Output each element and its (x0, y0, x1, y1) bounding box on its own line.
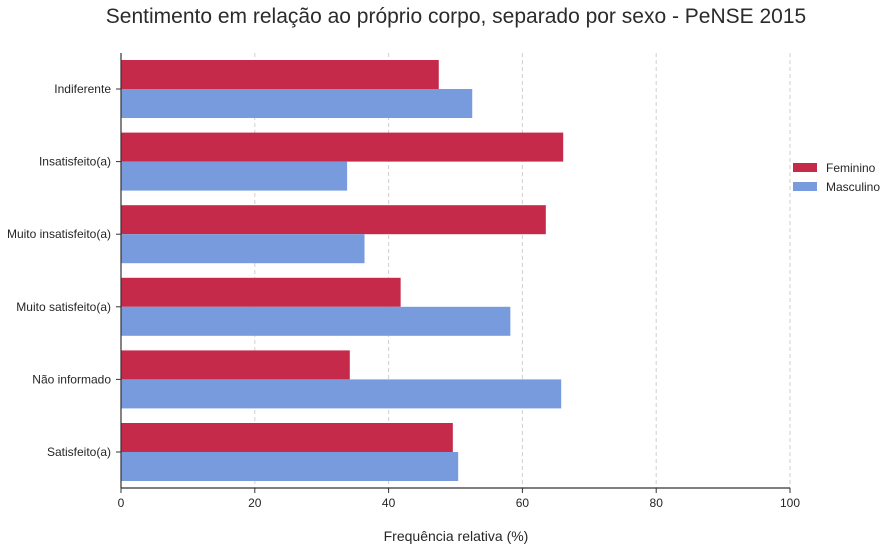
x-tick-labels: 0 20 40 60 80 100 (118, 488, 800, 510)
bar-feminino-0 (121, 60, 439, 89)
legend-swatch-masculino (793, 182, 817, 191)
x-tick-label: 20 (248, 496, 262, 510)
legend-swatch-feminino (793, 163, 817, 172)
grid-lines (254, 53, 791, 488)
category-label: Muito insatisfeito(a) (7, 227, 111, 241)
x-tick-label: 80 (650, 496, 664, 510)
chart-title: Sentimento em relação ao próprio corpo, … (106, 5, 806, 28)
x-tick-label: 40 (382, 496, 396, 510)
x-tick-label: 100 (780, 496, 800, 510)
x-axis-title: Frequência relativa (%) (384, 528, 529, 544)
bars (121, 60, 564, 481)
bar-feminino-4 (121, 350, 350, 380)
legend: Feminino Masculino (793, 161, 880, 194)
bar-feminino-1 (121, 132, 564, 162)
bar-masculino-5 (121, 452, 459, 481)
legend-label-masculino: Masculino (826, 180, 880, 194)
category-label: Indiferente (54, 82, 111, 96)
bar-feminino-3 (121, 277, 401, 307)
bar-masculino-1 (121, 161, 348, 191)
bar-feminino-5 (121, 423, 453, 452)
axes (120, 53, 790, 489)
category-label: Satisfeito(a) (47, 445, 111, 459)
legend-label-feminino: Feminino (826, 161, 876, 175)
x-tick-label: 0 (118, 496, 125, 510)
bar-feminino-2 (121, 205, 546, 235)
bar-masculino-4 (121, 379, 562, 409)
bar-masculino-0 (121, 89, 473, 118)
category-label: Não informado (32, 372, 111, 386)
bar-masculino-2 (121, 234, 365, 264)
category-label: Insatisfeito(a) (39, 155, 111, 169)
category-label: Muito satisfeito(a) (16, 300, 111, 314)
category-labels: Indiferente Insatisfeito(a) Muito insatisf… (7, 82, 121, 459)
x-tick-label: 60 (516, 496, 530, 510)
bar-masculino-3 (121, 306, 511, 336)
